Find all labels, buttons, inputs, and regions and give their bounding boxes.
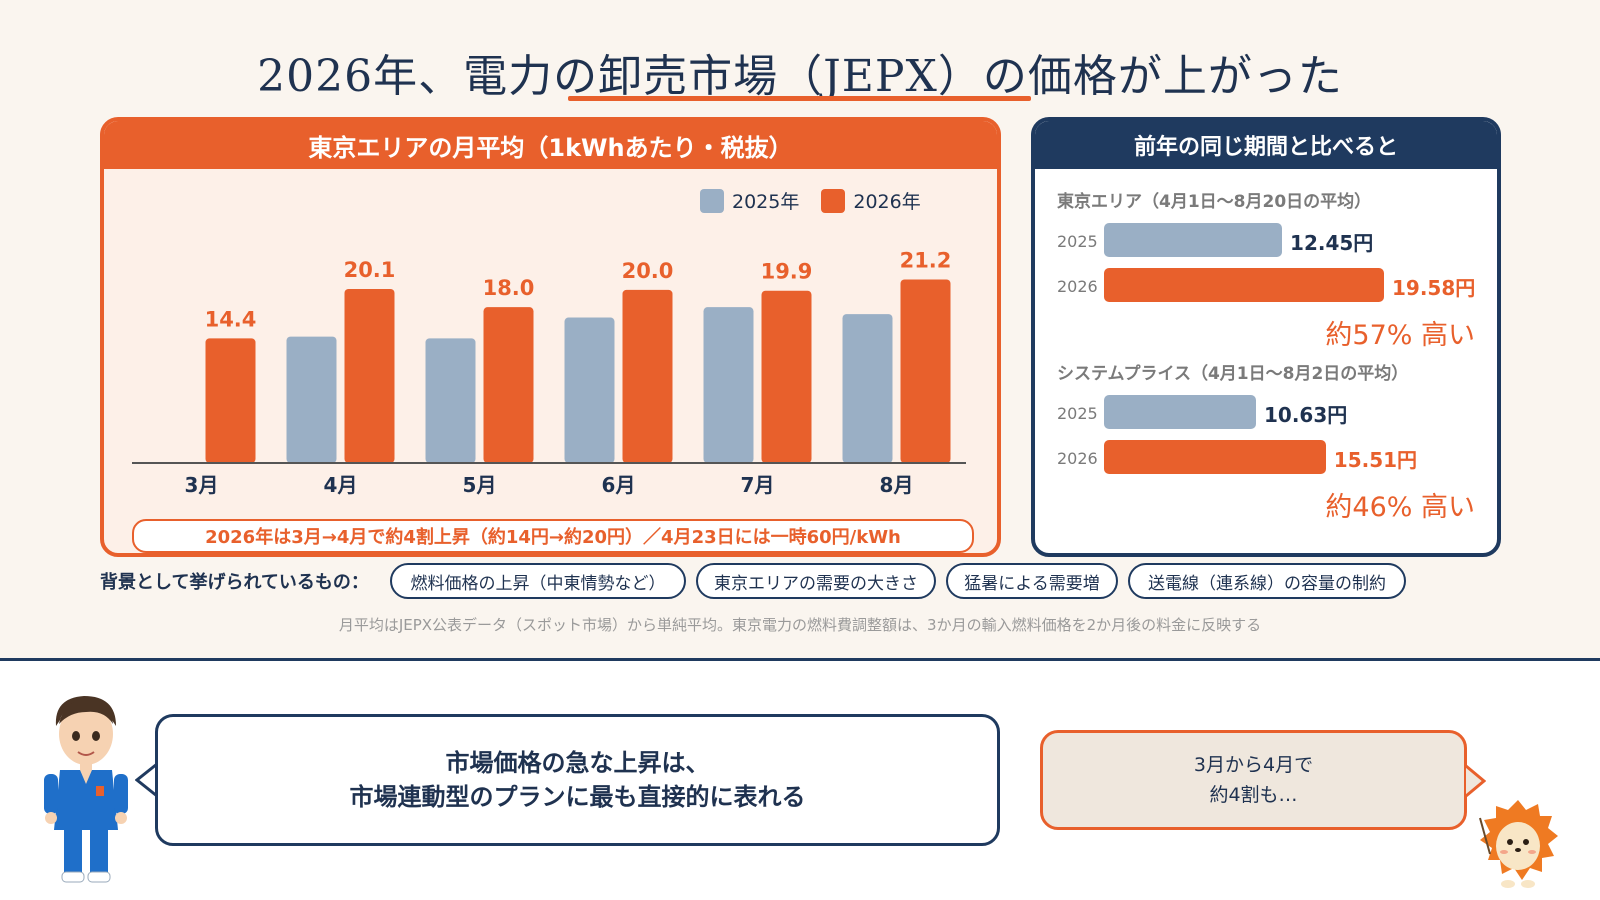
bar-2026-7 (761, 290, 812, 463)
tokyo-change: 約57% 高い (1325, 320, 1475, 351)
page-title: 2026年、電力の卸売市場（JEPX）の価格が上がった (257, 51, 1343, 102)
tokyo-2025-year: 2025 (1057, 232, 1098, 251)
title-underline (568, 96, 1031, 101)
bar-2025-7 (703, 307, 754, 463)
legend-item-2025: 2025年 (700, 187, 799, 214)
footnote: 月平均はJEPX公表データ（スポット市場）から単純平均。東京電力の燃料費調整額は… (338, 616, 1262, 634)
legend-item-2026: 2026年 (821, 187, 921, 214)
x-tick-label: 5月 (463, 473, 497, 497)
background-label: 背景として挙げられているもの： (100, 572, 369, 593)
x-tick-label: 6月 (602, 473, 636, 497)
comparison-header: 前年の同じ期間と比べると (1035, 121, 1497, 169)
bar-2026-8 (900, 279, 951, 463)
x-tick-label: 7月 (741, 473, 775, 497)
x-tick-label: 8月 (880, 473, 914, 497)
system-2025-bar (1104, 395, 1256, 429)
system-2026-value: 15.51円 (1333, 448, 1418, 472)
system-2026-bar (1104, 440, 1326, 474)
side-speech-line2: 約4割も… (1209, 784, 1298, 806)
bar-2025-5 (425, 338, 476, 463)
tokyo-2025-bar (1104, 223, 1283, 257)
bar-2025-4 (286, 336, 337, 463)
tokyo-section-label: 東京エリア（4月1日〜8月20日の平均） (1057, 192, 1372, 212)
x-tick-label: 3月 (185, 473, 219, 497)
hedgehog-character-icon (1479, 800, 1558, 888)
data-label-2026-3: 14.4 (205, 307, 257, 331)
legend-label-2025: 2025年 (732, 191, 800, 213)
bar-2025-6 (564, 317, 615, 463)
tokyo-2026-year: 2026 (1057, 277, 1098, 296)
bar-2026-3 (205, 338, 256, 463)
chip-fuel-price: 燃料価格の上昇（中東情勢など） (390, 563, 686, 599)
system-2025-value: 10.63円 (1264, 403, 1348, 427)
system-2026-year: 2026 (1057, 449, 1098, 468)
data-label-2026-6: 20.0 (622, 259, 674, 283)
chip-tokyo-demand: 東京エリアの需要の大きさ (696, 563, 936, 599)
data-label-2026-5: 18.0 (483, 276, 535, 300)
bar-2026-4 (344, 288, 395, 463)
monthly-bar-chart: 14.4 3月 20.1 4月 18.0 5月 20.0 6月 19.9 7月 21.2 8月 (132, 248, 966, 497)
side-speech-bubble: 3月から4月で 約4割も… (1040, 730, 1467, 830)
tokyo-2025-value: 12.45円 (1290, 231, 1374, 255)
monthly-chart-header: 東京エリアの月平均（1kWhあたり・税抜） (104, 121, 997, 169)
monthly-chart-panel: 東京エリアの月平均（1kWhあたり・税抜） 2025年 2026年 14.4 3月… (100, 117, 1001, 557)
bar-2026-6 (622, 289, 673, 463)
bar-2025-8 (842, 314, 893, 463)
speech-pointer-left (135, 762, 158, 798)
tokyo-2026-bar (1104, 268, 1384, 302)
main-speech-line2: 市場連動型のプランに最も直接的に表れる (349, 783, 806, 811)
system-section-label: システムプライス（4月1日〜8月2日の平均） (1057, 364, 1409, 384)
data-label-2026-7: 19.9 (761, 260, 813, 284)
chip-transmission: 送電線（連系線）の容量の制約 (1128, 563, 1406, 599)
section-divider (0, 658, 1600, 661)
main-speech-bubble: 市場価格の急な上昇は、 市場連動型のプランに最も直接的に表れる (155, 714, 1000, 846)
data-label-2026-4: 20.1 (344, 258, 396, 282)
main-speech-line1: 市場価格の急な上昇は、 (445, 749, 710, 777)
legend-swatch-2025 (700, 188, 724, 213)
chart-legend: 2025年 2026年 (700, 187, 933, 214)
speech-pointer-right (1465, 764, 1486, 798)
x-tick-label: 4月 (324, 473, 358, 497)
data-label-2026-8: 21.2 (900, 248, 952, 272)
doctor-character-icon (44, 696, 128, 883)
legend-swatch-2026 (821, 188, 846, 213)
system-change: 約46% 高い (1325, 492, 1475, 523)
tokyo-2026-value: 19.58円 (1392, 276, 1476, 300)
legend-label-2026: 2026年 (853, 191, 921, 213)
comparison-panel: 前年の同じ期間と比べると 東京エリア（4月1日〜8月20日の平均） 2025 1… (1031, 117, 1501, 557)
side-speech-line1: 3月から4月で (1193, 754, 1314, 776)
chip-heatwave: 猛暑による需要増 (946, 563, 1118, 599)
chart-note: 2026年は3月→4月で約4割上昇（約14円→約20円）／4月23日には一時60… (132, 519, 974, 553)
system-2025-year: 2025 (1057, 404, 1098, 423)
bar-2026-5 (483, 307, 534, 463)
